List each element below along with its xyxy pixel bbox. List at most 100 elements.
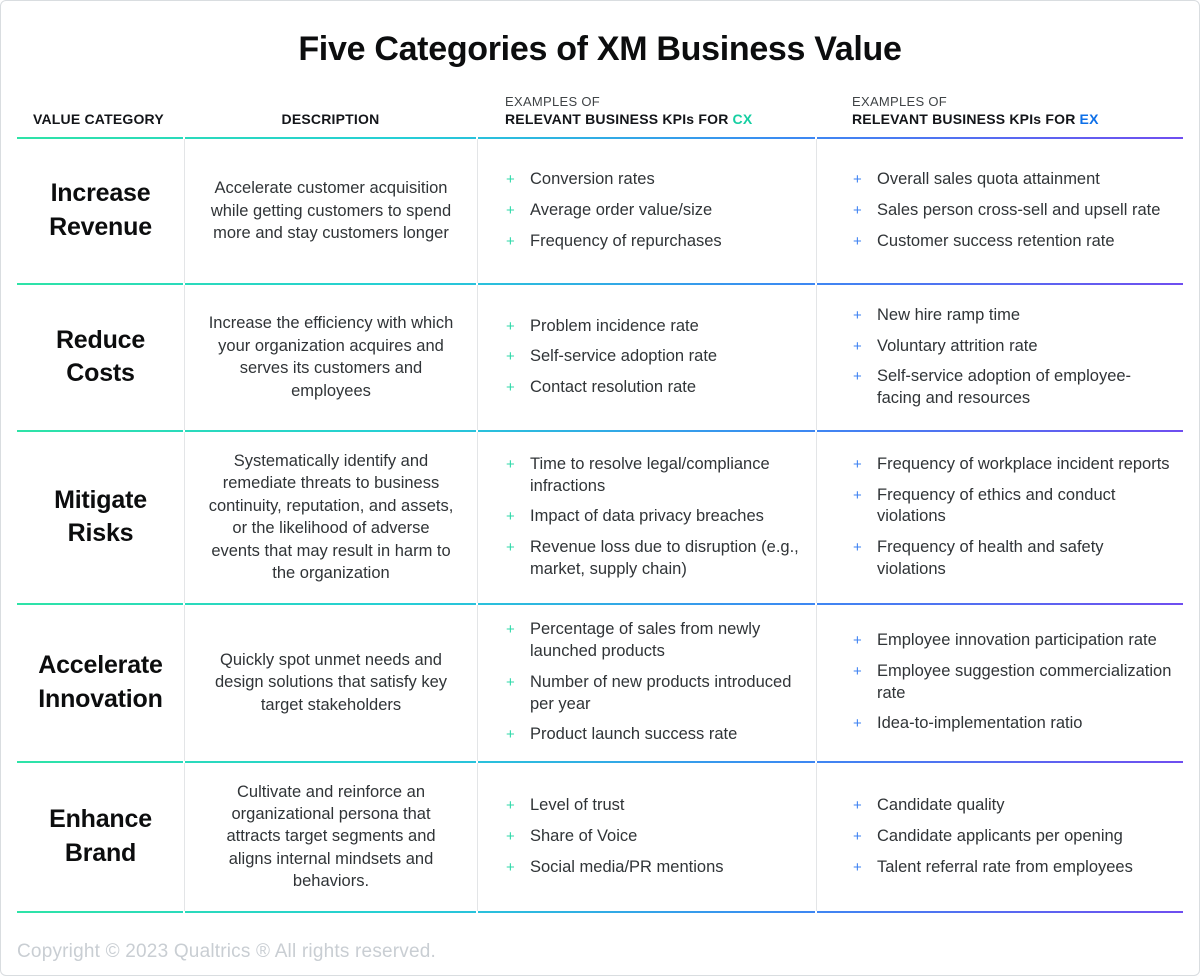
page-title: Five Categories of XM Business Value (298, 30, 902, 68)
row-divider-gradient (17, 910, 1183, 913)
plus-icon: + (506, 455, 515, 473)
header-cx-label: RELEVANT BUSINESS KPIs FOR (505, 110, 729, 127)
kpi-text: Frequency of workplace incident reports (877, 454, 1170, 473)
kpi-item: + Social media/PR mentions (506, 852, 806, 883)
plus-icon: + (506, 621, 515, 639)
kpi-text: Revenue loss due to disruption (e.g., ma… (530, 538, 799, 578)
kpi-text: Product launch success rate (530, 725, 738, 744)
category-title: Increase Revenue (49, 179, 152, 241)
value-category-cell: Mitigate Risks (17, 432, 184, 603)
kpi-text: Percentage of sales from newly launched … (530, 620, 761, 661)
kpi-text: Average order value/size (530, 200, 713, 219)
header-ex-label: RELEVANT BUSINESS KPIs FOR (852, 110, 1076, 127)
kpi-item: + Candidate applicants per opening (853, 821, 1173, 852)
kpi-text: Time to resolve legal/compliance infract… (530, 454, 770, 495)
header-description: DESCRIPTION (281, 110, 380, 127)
cx-kpi-list: + Time to resolve legal/compliance infrac… (477, 431, 816, 603)
kpi-text: Frequency of health and safety violation… (877, 538, 1104, 578)
kpi-text: Overall sales quota attainment (877, 170, 1100, 189)
kpi-text: Self-service adoption of employee-facing… (877, 367, 1132, 408)
plus-icon: + (506, 827, 515, 845)
table-row-mitigate-risks: Mitigate Risks Systematically identify a… (17, 431, 1183, 603)
row-divider-gradient (17, 429, 1183, 432)
kpi-item: + Employee innovation participation rate (853, 626, 1173, 657)
plus-icon: + (506, 858, 515, 876)
kpi-item: + Contact resolution rate (506, 373, 806, 404)
header-cx-accent: CX (732, 110, 753, 127)
kpi-item: + Employee suggestion commercialization r… (853, 656, 1173, 709)
kpi-text: Frequency of repurchases (530, 231, 722, 250)
kpi-text: Social media/PR mentions (530, 857, 724, 876)
plus-icon: + (853, 232, 862, 250)
plus-icon: + (506, 171, 515, 189)
description-cell: Quickly spot unmet needs and design solu… (184, 604, 477, 761)
kpi-item: + Frequency of workplace incident reports (853, 449, 1173, 480)
plus-icon: + (506, 232, 515, 250)
kpi-text: Number of new products introduced per ye… (530, 672, 792, 713)
kpi-item: + Frequency of health and safety violatio… (853, 533, 1173, 586)
plus-icon: + (853, 827, 862, 845)
value-table: VALUE CATEGORY DESCRIPTION EXAMPLES OF R… (1, 70, 1199, 913)
value-category-cell: Enhance Brand (17, 763, 184, 911)
table-row-enhance-brand: Enhance Brand Cultivate and reinforce an… (17, 762, 1183, 911)
plus-icon: + (506, 673, 515, 691)
description-text: Quickly spot unmet needs and design solu… (214, 651, 448, 714)
ex-kpi-list: + Employee innovation participation rate +… (816, 604, 1183, 761)
kpi-item: + Level of trust (506, 790, 806, 821)
ex-kpi-list: + Candidate quality + Candidate applicants … (816, 762, 1183, 911)
kpi-text: Level of trust (530, 795, 625, 814)
description-text: Cultivate and reinforce an organizationa… (226, 782, 436, 891)
ex-kpi-list: + Overall sales quota attainment + Sales pe… (816, 138, 1183, 283)
description-text: Systematically identify and remediate th… (208, 451, 454, 583)
plus-icon: + (853, 306, 862, 324)
kpi-text: Frequency of ethics and conduct violatio… (877, 485, 1116, 526)
row-divider-gradient (17, 282, 1183, 285)
ex-kpi-list: + Frequency of workplace incident reports… (816, 431, 1183, 603)
plus-icon: + (853, 337, 862, 355)
kpi-item: + Idea-to-implementation ratio (853, 709, 1173, 740)
category-title: Accelerate Innovation (38, 650, 163, 713)
kpi-text: Problem incidence rate (530, 316, 699, 335)
kpi-item: + Average order value/size (506, 195, 806, 226)
kpi-text: Employee innovation participation rate (877, 631, 1157, 650)
plus-icon: + (506, 508, 515, 526)
plus-icon: + (853, 632, 862, 650)
description-cell: Accelerate customer acquisition while ge… (184, 138, 477, 283)
kpi-text: Customer success retention rate (877, 231, 1115, 250)
kpi-item: + Voluntary attrition rate (853, 331, 1173, 362)
header-ex-accent: EX (1079, 110, 1099, 127)
value-category-cell: Accelerate Innovation (17, 605, 184, 761)
table-header-row: VALUE CATEGORY DESCRIPTION EXAMPLES OF R… (17, 94, 1183, 137)
header-cx-kpis: EXAMPLES OF RELEVANT BUSINESS KPIs FOR CX (477, 94, 816, 127)
plus-icon: + (853, 455, 862, 473)
cx-kpi-list: + Conversion rates + Average order value/si… (477, 138, 816, 283)
kpi-item: + Candidate quality (853, 790, 1173, 821)
header-divider-gradient (17, 136, 1183, 139)
kpi-item: + Product launch success rate (506, 720, 806, 751)
kpi-text: Talent referral rate from employees (877, 857, 1133, 876)
row-divider-gradient (17, 602, 1183, 605)
plus-icon: + (853, 201, 862, 219)
category-title: Enhance Brand (49, 804, 152, 867)
plus-icon: + (506, 726, 515, 744)
plus-icon: + (853, 486, 862, 504)
description-cell: Cultivate and reinforce an organizationa… (184, 762, 477, 911)
plus-icon: + (853, 858, 862, 876)
plus-icon: + (506, 796, 515, 814)
plus-icon: + (853, 715, 862, 733)
kpi-item: + Time to resolve legal/compliance infrac… (506, 449, 806, 502)
cx-kpi-list: + Percentage of sales from newly launched… (477, 604, 816, 761)
kpi-item: + Overall sales quota attainment (853, 165, 1173, 196)
header-value-category: VALUE CATEGORY (33, 110, 164, 127)
kpi-item: + Frequency of ethics and conduct violati… (853, 480, 1173, 533)
header-ex-eyebrow: EXAMPLES OF (852, 93, 948, 109)
ex-kpi-list: + New hire ramp time + Voluntary attrition … (816, 284, 1183, 430)
category-title: Mitigate Risks (54, 485, 147, 548)
kpi-text: Employee suggestion commercialization ra… (877, 661, 1172, 702)
kpi-item: + Self-service adoption rate (506, 342, 806, 373)
kpi-text: Sales person cross-sell and upsell rate (877, 200, 1161, 219)
kpi-text: Idea-to-implementation ratio (877, 714, 1083, 733)
kpi-item: + Sales person cross-sell and upsell rate (853, 195, 1173, 226)
kpi-text: Impact of data privacy breaches (530, 507, 764, 526)
